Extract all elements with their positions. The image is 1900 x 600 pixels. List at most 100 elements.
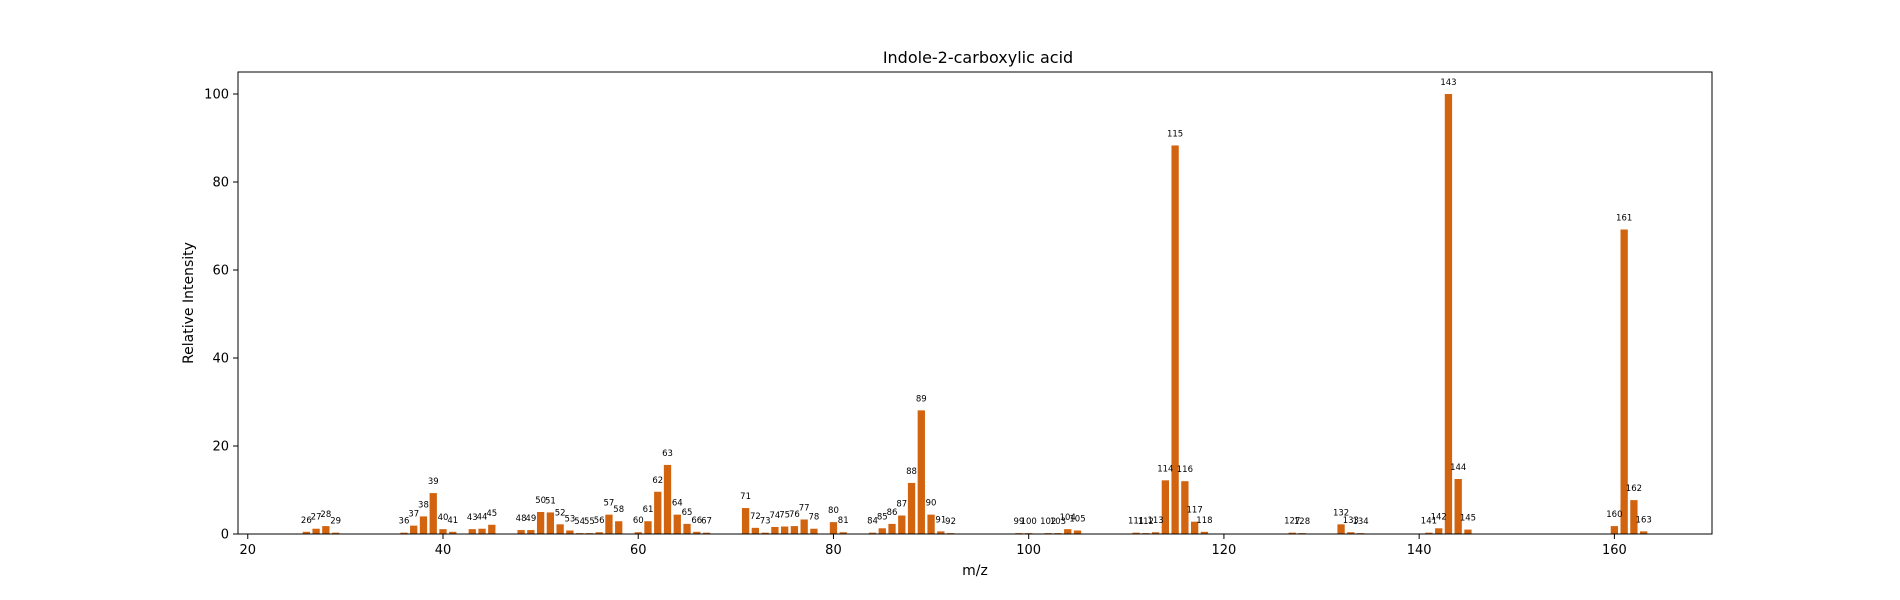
- peak-label-54: 54: [574, 517, 585, 527]
- peak-label-102: 102: [1040, 517, 1056, 527]
- y-tick-label-40: 40: [212, 352, 229, 367]
- peak-bar-132: [1337, 524, 1345, 534]
- peak-label-75: 75: [779, 511, 790, 521]
- y-tick-label-80: 80: [212, 176, 229, 191]
- peak-bar-26: [302, 531, 310, 534]
- chart-title: Indole-2-carboxylic acid: [883, 48, 1073, 67]
- peak-label-63: 63: [662, 449, 673, 459]
- peak-bar-64: [673, 514, 681, 534]
- peak-bar-162: [1630, 500, 1638, 534]
- peak-label-84: 84: [867, 517, 878, 527]
- peak-bar-36: [400, 532, 408, 534]
- peak-bar-142: [1435, 528, 1443, 534]
- peak-label-113: 113: [1147, 516, 1163, 526]
- peak-bar-145: [1464, 529, 1472, 534]
- peak-bar-65: [683, 523, 691, 534]
- peak-label-145: 145: [1460, 514, 1476, 524]
- peak-bar-72: [751, 527, 760, 534]
- peak-label-92: 92: [945, 517, 956, 527]
- peak-label-76: 76: [789, 510, 800, 520]
- peak-label-55: 55: [584, 517, 595, 527]
- peak-label-111: 111: [1128, 517, 1144, 527]
- x-tick-label-80: 80: [825, 543, 842, 558]
- y-axis: 0 20 40 60 80 100: [204, 88, 238, 543]
- peak-label-104: 104: [1060, 513, 1076, 523]
- peak-label-103: 103: [1050, 517, 1066, 527]
- peak-bar-40: [439, 529, 447, 534]
- peak-bar-27: [312, 528, 320, 534]
- peak-label-85: 85: [877, 512, 888, 522]
- peak-label-115: 115: [1167, 129, 1183, 139]
- peak-bar-105: [1073, 530, 1082, 534]
- peak-bar-85: [878, 528, 886, 534]
- peak-label-91: 91: [935, 515, 946, 525]
- y-tick-label-60: 60: [212, 264, 229, 279]
- peak-label-52: 52: [555, 508, 566, 518]
- peak-bar-144: [1454, 479, 1462, 534]
- y-tick-label-100: 100: [204, 88, 229, 103]
- peak-label-90: 90: [926, 499, 937, 509]
- x-axis-title: m/z: [962, 563, 988, 579]
- peak-bar-84: [868, 532, 877, 534]
- peak-label-128: 128: [1294, 517, 1310, 527]
- peak-bar-81: [839, 532, 847, 534]
- peak-label-41: 41: [447, 516, 458, 526]
- peak-bar-127: [1288, 532, 1296, 534]
- peak-bar-77: [800, 519, 808, 534]
- peak-bar-52: [556, 524, 564, 534]
- peak-label-28: 28: [320, 510, 331, 520]
- peak-bar-45: [488, 524, 496, 534]
- peak-label-60: 60: [633, 516, 644, 526]
- peak-label-81: 81: [838, 516, 849, 526]
- x-tick-label-100: 100: [1016, 543, 1041, 558]
- peak-bar-143: [1444, 94, 1453, 534]
- peak-label-73: 73: [760, 517, 771, 527]
- peak-label-127: 127: [1284, 517, 1300, 527]
- y-tick-label-0: 0: [221, 528, 229, 543]
- peak-bar-29: [331, 532, 340, 534]
- x-tick-label-40: 40: [435, 543, 452, 558]
- peak-bar-74: [771, 526, 779, 534]
- peak-label-64: 64: [672, 499, 683, 509]
- peak-label-114: 114: [1157, 464, 1173, 474]
- x-tick-label-160: 160: [1602, 543, 1627, 558]
- peak-label-80: 80: [828, 506, 839, 516]
- peak-label-86: 86: [887, 508, 898, 518]
- peak-bar-37: [410, 525, 418, 534]
- peak-label-100: 100: [1021, 517, 1037, 527]
- peak-bar-39: [429, 493, 437, 534]
- peak-bar-91: [937, 531, 945, 534]
- peak-bar-43: [468, 529, 476, 534]
- peak-bar-50: [536, 512, 545, 534]
- peak-bar-113: [1151, 532, 1160, 534]
- peak-bar-44: [478, 528, 486, 534]
- peak-label-66: 66: [691, 516, 702, 526]
- peak-label-27: 27: [311, 513, 322, 523]
- peak-label-62: 62: [652, 476, 663, 486]
- peak-label-57: 57: [604, 499, 615, 509]
- peak-label-116: 116: [1177, 465, 1193, 475]
- peak-label-65: 65: [682, 508, 693, 518]
- peak-label-160: 160: [1606, 510, 1622, 520]
- peak-label-77: 77: [799, 503, 810, 513]
- peak-label-38: 38: [418, 500, 429, 510]
- peak-label-45: 45: [486, 509, 497, 519]
- peak-bar-51: [546, 512, 555, 534]
- peak-label-162: 162: [1626, 484, 1642, 494]
- peak-bar-104: [1064, 529, 1072, 534]
- peak-bar-116: [1181, 481, 1189, 534]
- peak-label-132: 132: [1333, 508, 1349, 518]
- plot-frame: [237, 71, 1713, 535]
- peak-label-74: 74: [769, 511, 780, 521]
- bars-layer: [302, 94, 1648, 535]
- peak-label-105: 105: [1069, 514, 1085, 524]
- peak-bar-38: [419, 516, 428, 534]
- peak-bar-115: [1171, 145, 1179, 535]
- peak-label-50: 50: [535, 496, 546, 506]
- peak-bar-28: [322, 526, 330, 534]
- peak-bar-161: [1620, 229, 1628, 534]
- peak-label-49: 49: [525, 514, 536, 524]
- peak-bar-66: [693, 531, 701, 534]
